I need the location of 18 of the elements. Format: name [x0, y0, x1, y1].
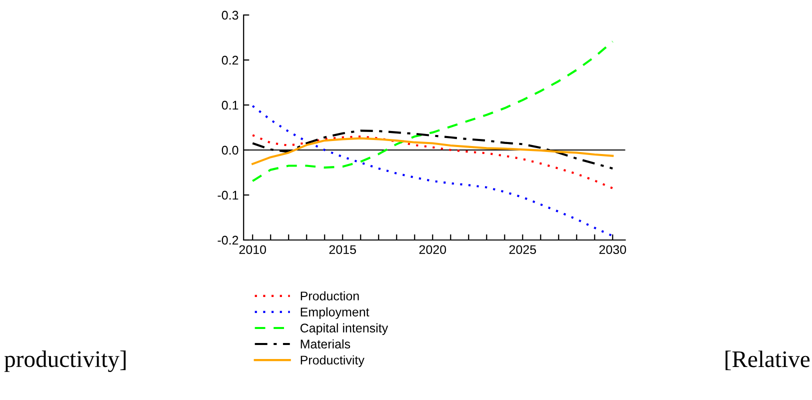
text: [Relative	[726, 350, 810, 370]
y-tick-label: -0.2	[218, 236, 238, 245]
x-tick-label: 2020	[419, 245, 446, 254]
x-tick-label: 2030	[599, 245, 626, 254]
legend-label: Capital intensity	[300, 323, 388, 335]
text: productivity]	[4, 350, 126, 372]
x-tick-label: 2025	[509, 245, 536, 254]
y-tick-label: -0.1	[218, 190, 238, 200]
legend-label: Employment	[300, 307, 370, 319]
legend-label: Production	[300, 291, 359, 300]
y-tick-label: 0.2	[222, 56, 238, 65]
x-tick-label: 2010	[239, 245, 266, 254]
y-tick-label: 0.3	[222, 10, 238, 20]
y-tick-label: 0.0	[222, 146, 238, 155]
x-tick-label: 2015	[329, 245, 356, 254]
y-tick-label: 0.1	[222, 100, 238, 110]
legend-label: Productivity	[300, 355, 364, 368]
legend-label: Materials	[300, 339, 350, 349]
